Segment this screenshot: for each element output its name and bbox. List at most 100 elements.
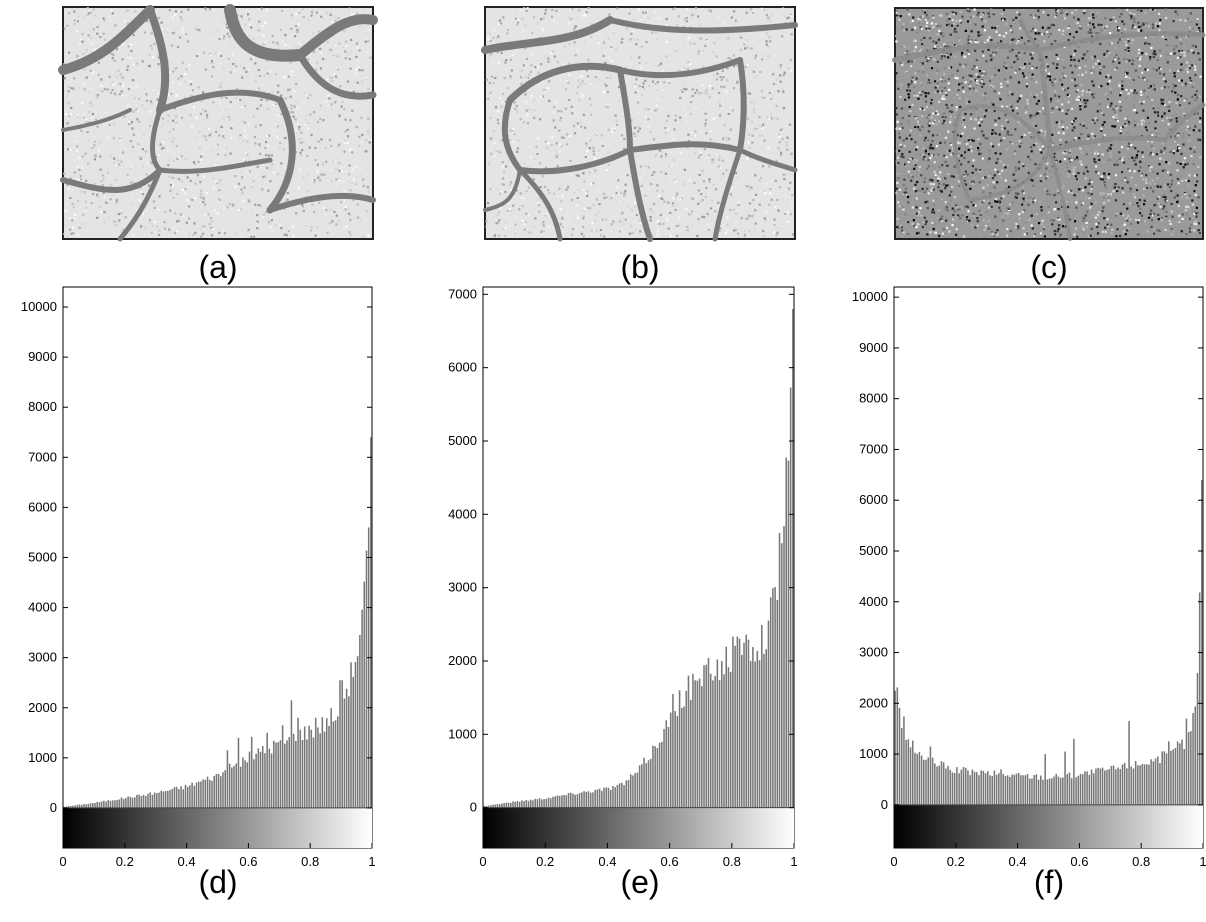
noise-speck (1074, 65, 1077, 68)
noise-speck (1046, 162, 1049, 165)
noise-speck (301, 203, 304, 206)
noise-speck (751, 110, 754, 113)
noise-speck (313, 64, 316, 67)
noise-speck (987, 219, 990, 223)
noise-speck (285, 234, 288, 237)
noise-speck (528, 73, 531, 76)
noise-speck (241, 120, 244, 123)
noise-speck (200, 155, 203, 158)
noise-speck (578, 9, 581, 12)
noise-speck (1006, 148, 1009, 151)
noise-speck (271, 163, 274, 166)
noise-speck (1075, 30, 1078, 34)
noise-speck (96, 93, 99, 96)
noise-speck (216, 116, 219, 119)
noise-speck (914, 141, 917, 144)
noise-speck (720, 85, 723, 88)
noise-speck (1142, 76, 1145, 79)
noise-speck (1085, 221, 1088, 224)
noise-speck (324, 52, 327, 55)
noise-speck (705, 119, 708, 122)
noise-speck (540, 230, 543, 233)
noise-speck (243, 100, 246, 103)
noise-speck (1198, 95, 1201, 98)
noise-speck (157, 63, 160, 66)
noise-speck (84, 222, 87, 225)
noise-speck (953, 165, 956, 168)
noise-speck (912, 219, 915, 222)
noise-speck (188, 232, 191, 235)
noise-speck (958, 146, 961, 149)
noise-speck (172, 196, 175, 199)
noise-speck (140, 190, 143, 193)
noise-speck (1182, 135, 1185, 138)
noise-speck (968, 185, 971, 188)
noise-speck (710, 207, 713, 210)
noise-speck (1148, 169, 1152, 172)
noise-speck (988, 206, 991, 209)
noise-speck (750, 186, 753, 189)
noise-speck (1014, 71, 1017, 74)
noise-speck (1074, 220, 1077, 223)
noise-speck (323, 173, 326, 176)
noise-speck (111, 12, 114, 15)
noise-speck (909, 129, 913, 132)
noise-speck (733, 10, 736, 13)
noise-speck (950, 143, 953, 146)
noise-speck (503, 77, 506, 80)
noise-speck (320, 173, 323, 176)
noise-speck (914, 164, 917, 167)
noise-speck (940, 14, 944, 17)
noise-speck (518, 208, 521, 211)
noise-speck (967, 52, 971, 55)
noise-speck (355, 214, 358, 217)
noise-speck (722, 55, 726, 58)
noise-speck (192, 89, 195, 92)
noise-speck (614, 135, 617, 138)
noise-speck (1111, 203, 1114, 206)
noise-speck (662, 234, 665, 238)
noise-speck (1040, 151, 1043, 154)
noise-speck (655, 108, 659, 111)
noise-speck (1074, 166, 1077, 169)
noise-speck (226, 206, 229, 209)
noise-speck (728, 136, 731, 139)
noise-speck (719, 227, 722, 230)
noise-speck (1132, 109, 1135, 112)
noise-speck (746, 46, 749, 49)
noise-speck (258, 143, 261, 146)
noise-speck (996, 158, 999, 161)
noise-speck (118, 163, 121, 166)
noise-speck (926, 96, 929, 100)
noise-speck (241, 191, 244, 194)
noise-speck (564, 60, 567, 63)
noise-speck (324, 146, 327, 150)
noise-speck (1071, 11, 1074, 14)
noise-speck (719, 93, 722, 96)
noise-speck (571, 8, 574, 11)
noise-speck (148, 220, 151, 223)
noise-speck (121, 151, 124, 154)
noise-speck (723, 23, 727, 26)
noise-speck (296, 106, 299, 109)
noise-speck (487, 97, 490, 100)
noise-speck (1046, 57, 1049, 60)
noise-speck (1025, 85, 1028, 88)
noise-speck (574, 156, 577, 159)
noise-speck (1137, 150, 1140, 153)
noise-speck (688, 179, 691, 182)
noise-speck (1196, 30, 1199, 33)
noise-speck (320, 51, 323, 54)
noise-speck (1153, 204, 1156, 207)
noise-speck (682, 76, 685, 79)
noise-speck (529, 98, 533, 101)
noise-speck (1103, 172, 1106, 175)
noise-speck (543, 185, 547, 188)
noise-speck (1109, 87, 1112, 90)
noise-speck (754, 222, 757, 225)
noise-speck (1067, 94, 1070, 97)
noise-speck (1073, 126, 1076, 129)
noise-speck (1079, 147, 1082, 150)
noise-speck (675, 49, 678, 52)
noise-speck (994, 231, 997, 234)
